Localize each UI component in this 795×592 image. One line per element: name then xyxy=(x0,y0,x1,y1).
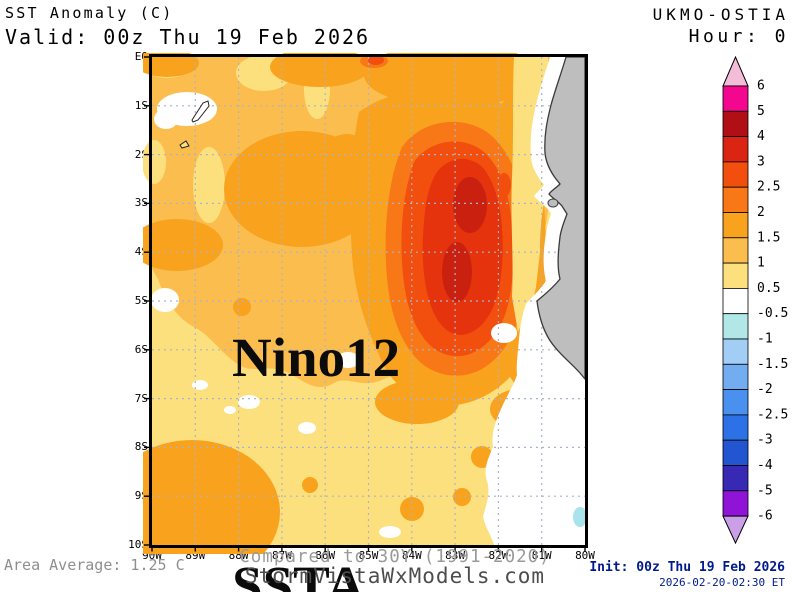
colorbar-tick-label: 3 xyxy=(757,154,765,169)
colorbar-segment xyxy=(722,439,749,466)
colorbar-segment xyxy=(722,363,749,390)
colorbar-tick-label: -4 xyxy=(757,458,773,473)
site-watermark: StormVistaWxModels.com xyxy=(244,564,546,588)
colorbar-under-arrow xyxy=(722,515,749,545)
colorbar-tick-label: 1 xyxy=(757,256,765,271)
lat-tick-label: 7S xyxy=(134,391,148,405)
lon-tick-label: 80W xyxy=(575,549,595,562)
colorbar-segment xyxy=(722,313,749,340)
lon-tick-label: 83W xyxy=(445,549,466,562)
colorbar-tick-label: -1 xyxy=(757,332,773,347)
longitude-axis: 90W 89W 88W 87W 86W 85W 84W 83W 82W 81W 80W xyxy=(0,549,795,563)
colorbar-segment xyxy=(722,85,749,112)
lon-tick-label: 87W xyxy=(271,549,292,562)
lon-tick-label: 81W xyxy=(531,549,552,562)
lon-tick-label: 86W xyxy=(315,549,336,562)
land-mass xyxy=(179,56,586,381)
south-america-coast xyxy=(536,56,586,381)
lat-tick-label: 6S xyxy=(134,342,148,356)
gulf-island xyxy=(547,198,559,208)
colorbar-segment xyxy=(722,136,749,163)
colorbar-tick-label: 2.5 xyxy=(757,180,780,195)
lon-tick-label: 85W xyxy=(358,549,379,562)
galapagos-island-outline xyxy=(191,100,210,123)
colorbar-segment xyxy=(722,490,749,517)
lat-tick-label: 3S xyxy=(134,196,148,210)
init-time: Init: 00z Thu 19 Feb 2026 xyxy=(589,560,785,575)
colorbar-segment xyxy=(722,262,749,289)
region-annotation-line: SSTA xyxy=(232,555,366,592)
colorbar-segment xyxy=(722,212,749,239)
colorbar-tick-label: -0.5 xyxy=(757,306,788,321)
lon-tick-label: 82W xyxy=(488,549,509,562)
forecast-hour: Hour: 0 xyxy=(688,26,789,47)
colorbar-segment xyxy=(722,186,749,213)
colorbar-tick-label: -1.5 xyxy=(757,357,788,372)
colorbar-over-arrow xyxy=(722,55,749,87)
colorbar: 6 5 4 3 2.5 2 1.5 1 0.5 -0.5 -1 -1.5 -2 -2.5 -3 -4 -5 -6 xyxy=(722,55,788,545)
product-title: SST Anomaly (C) xyxy=(5,4,174,22)
lat-tick-label: 1S xyxy=(134,98,148,112)
colorbar-tick-label: 2 xyxy=(757,205,765,220)
colorbar-segment xyxy=(722,110,749,137)
lon-tick-label: 84W xyxy=(401,549,422,562)
colorbar-tick-label: 5 xyxy=(757,104,765,119)
colorbar-tick-label: 4 xyxy=(757,129,765,144)
region-annotation-line: Nino12 xyxy=(232,327,401,388)
area-average: Area Average: 1.25 C xyxy=(4,556,185,574)
region-annotation: Nino12 SSTA +1.25C xyxy=(232,168,400,592)
colorbar-segment xyxy=(722,161,749,188)
colorbar-tick-label: -5 xyxy=(757,483,773,498)
colorbar-segment xyxy=(722,237,749,264)
colorbar-tick-label: 0.5 xyxy=(757,281,780,296)
colorbar-tick-label: -3 xyxy=(757,433,773,448)
climatology-note: Compared to 30Y (1991-2020) xyxy=(239,547,551,567)
cool-anomaly-speck xyxy=(573,507,587,527)
colorbar-segment xyxy=(722,414,749,441)
init-timestamp: 2026-02-20-02:30 ET xyxy=(659,576,785,589)
valid-time: Valid: 00z Thu 19 Feb 2026 xyxy=(5,25,371,49)
lat-tick-label: 5S xyxy=(134,294,148,307)
colorbar-segment xyxy=(722,465,749,492)
map-border xyxy=(149,54,588,548)
model-name: UKMO-OSTIA xyxy=(652,5,789,24)
colorbar-segment xyxy=(722,338,749,365)
lat-tick-label: 8S xyxy=(134,440,148,454)
colorbar-tick-label: 1.5 xyxy=(757,230,780,245)
colorbar-tick-label: -6 xyxy=(757,509,773,524)
colorbar-tick-label: -2.5 xyxy=(757,407,788,422)
colorbar-tick-label: -2 xyxy=(757,382,773,397)
sst-anomaly-map xyxy=(143,53,588,554)
colorbar-segment xyxy=(722,389,749,416)
colorbar-segment xyxy=(722,287,749,315)
colorbar-tick-label: 6 xyxy=(757,79,765,94)
small-island-outline xyxy=(179,140,190,149)
